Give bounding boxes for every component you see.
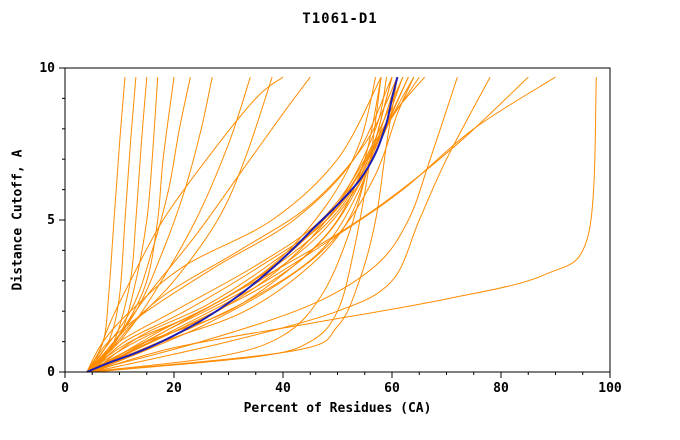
x-tick-label: 20 bbox=[166, 381, 182, 396]
y-axis-label: Distance Cutoff, A bbox=[10, 149, 26, 291]
chart-title: T1061-D1 bbox=[302, 11, 378, 27]
x-tick-label: 40 bbox=[275, 381, 291, 396]
model-curve bbox=[91, 76, 409, 372]
model-curve bbox=[86, 76, 311, 372]
y-tick-label: 0 bbox=[47, 365, 55, 380]
model-curve bbox=[86, 77, 159, 372]
model-curve bbox=[86, 76, 398, 372]
model-curve bbox=[92, 76, 415, 372]
x-tick-label: 60 bbox=[384, 381, 400, 396]
model-curve bbox=[92, 76, 388, 372]
model-curve bbox=[86, 76, 251, 372]
highlighted-model-curve bbox=[86, 76, 399, 372]
model-curve bbox=[86, 76, 393, 372]
y-tick-label: 5 bbox=[47, 213, 55, 228]
model-curve bbox=[92, 76, 529, 372]
x-tick-label: 0 bbox=[61, 381, 69, 396]
x-tick-label: 80 bbox=[493, 381, 509, 396]
y-tick-label: 10 bbox=[39, 61, 55, 76]
model-curve bbox=[92, 76, 393, 372]
model-curve bbox=[86, 76, 458, 372]
model-curve bbox=[92, 77, 597, 372]
model-curve bbox=[91, 76, 284, 372]
model-curve bbox=[86, 76, 420, 372]
curves-group bbox=[86, 76, 597, 372]
x-axis-label: Percent of Residues (CA) bbox=[243, 401, 432, 416]
model-curve bbox=[86, 76, 191, 372]
model-curve bbox=[86, 76, 382, 372]
model-curve bbox=[86, 76, 404, 372]
model-curve bbox=[86, 76, 377, 372]
model-curve bbox=[91, 76, 273, 372]
x-tick-label: 100 bbox=[598, 381, 622, 396]
model-curve bbox=[92, 76, 491, 372]
model-curve bbox=[86, 76, 556, 372]
model-curve bbox=[91, 76, 213, 372]
model-curve bbox=[92, 77, 398, 372]
